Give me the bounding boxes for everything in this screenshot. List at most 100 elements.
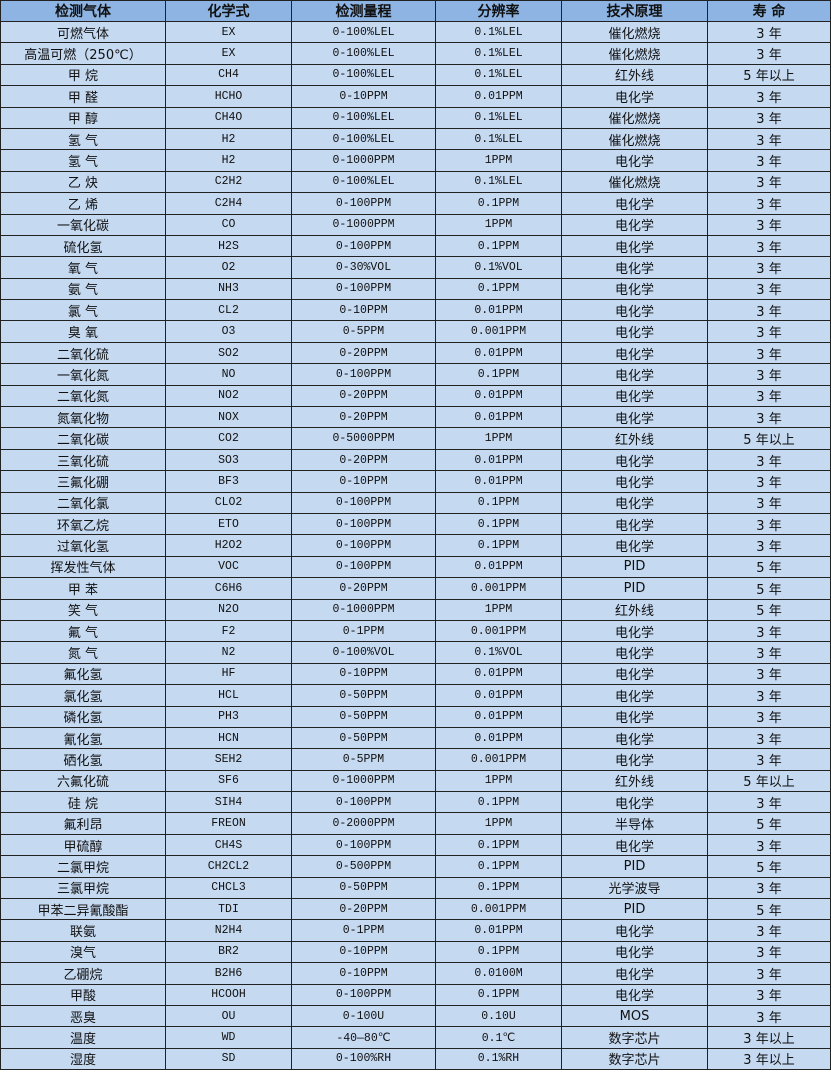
cell-formula: PH3 xyxy=(165,705,292,728)
cell-principle: 电化学 xyxy=(561,726,708,750)
table-row: 乙 炔 C2H2 0-100%LEL 0.1%LEL 催化燃烧 3 年 xyxy=(0,170,831,194)
cell-formula: HF xyxy=(165,662,292,686)
cell-range: 0-500PPM xyxy=(291,855,436,878)
table-row: 氮 气 N2 0-100%VOL 0.1%VOL 电化学 3 年 xyxy=(0,641,831,664)
cell-gas-name: 环氧乙烷 xyxy=(0,512,166,536)
table-row: 甲酸 HCOOH 0-100PPM 0.1PPM 电化学 3 年 xyxy=(0,983,831,1006)
cell-formula: OU xyxy=(165,1004,292,1028)
table-row: 湿度 SD 0-100%RH 0.1%RH 数字芯片 3 年以上 xyxy=(0,1047,831,1071)
cell-formula: EX xyxy=(165,20,292,44)
cell-resolution: 0.1PPM xyxy=(435,534,562,557)
table-row: 环氧乙烷 ETO 0-100PPM 0.1PPM 电化学 3 年 xyxy=(0,512,831,536)
table-row: 可燃气体 EX 0-100%LEL 0.1%LEL 催化燃烧 3 年 xyxy=(0,20,831,44)
cell-principle: 红外线 xyxy=(561,63,708,87)
cell-resolution: 0.1%RH xyxy=(435,1047,562,1071)
cell-principle: 电化学 xyxy=(561,149,708,172)
table-row: 氰化氢 HCN 0-50PPM 0.01PPM 电化学 3 年 xyxy=(0,726,831,750)
cell-gas-name: 一氧化碳 xyxy=(0,213,166,236)
cell-formula: FREON xyxy=(165,812,292,835)
cell-gas-name: 氟化氢 xyxy=(0,662,166,686)
cell-resolution: 0.01PPM xyxy=(435,85,562,108)
cell-principle: 电化学 xyxy=(561,470,708,493)
cell-resolution: 0.0100M xyxy=(435,962,562,985)
cell-gas-name: 乙 炔 xyxy=(0,170,166,194)
cell-gas-name: 笑 气 xyxy=(0,598,166,621)
table-row: 臭 氧 O3 0-5PPM 0.001PPM 电化学 3 年 xyxy=(0,320,831,343)
cell-range: 0-50PPM xyxy=(291,876,436,900)
cell-range: 0-100%LEL xyxy=(291,42,436,65)
cell-lifespan: 3 年 xyxy=(707,170,831,194)
cell-resolution: 0.01PPM xyxy=(435,662,562,686)
cell-gas-name: 三氟化硼 xyxy=(0,470,166,493)
cell-resolution: 0.01PPM xyxy=(435,406,562,429)
cell-formula: WD xyxy=(165,1026,292,1049)
cell-principle: 数字芯片 xyxy=(561,1047,708,1071)
cell-lifespan: 3 年 xyxy=(707,213,831,236)
cell-formula: CL2 xyxy=(165,299,292,322)
table-row: 甲 醛 HCHO 0-10PPM 0.01PPM 电化学 3 年 xyxy=(0,85,831,108)
cell-resolution: 0.1%LEL xyxy=(435,42,562,65)
cell-resolution: 0.01PPM xyxy=(435,684,562,707)
cell-principle: PID xyxy=(561,898,708,921)
cell-principle: 电化学 xyxy=(561,234,708,258)
cell-formula: BF3 xyxy=(165,470,292,493)
cell-formula: N2H4 xyxy=(165,919,292,942)
cell-gas-name: 温度 xyxy=(0,1026,166,1049)
table-row: 三氯甲烷 CHCL3 0-50PPM 0.1PPM 光学波导 3 年 xyxy=(0,876,831,900)
table-row: 二氯甲烷 CH2CL2 0-500PPM 0.1PPM PID 5 年 xyxy=(0,855,831,878)
cell-resolution: 0.1PPM xyxy=(435,833,562,857)
cell-principle: 红外线 xyxy=(561,769,708,793)
cell-gas-name: 硫化氢 xyxy=(0,234,166,258)
cell-range: 0-5PPM xyxy=(291,748,436,771)
cell-lifespan: 5 年 xyxy=(707,577,831,600)
cell-gas-name: 甲 醛 xyxy=(0,85,166,108)
table-row: 二氧化氯 CLO2 0-100PPM 0.1PPM 电化学 3 年 xyxy=(0,491,831,514)
cell-lifespan: 3 年 xyxy=(707,791,831,814)
cell-lifespan: 3 年 xyxy=(707,919,831,942)
cell-lifespan: 3 年 xyxy=(707,256,831,279)
cell-lifespan: 3 年 xyxy=(707,1004,831,1028)
cell-principle: 电化学 xyxy=(561,384,708,408)
cell-gas-name: 六氟化硫 xyxy=(0,769,166,793)
cell-gas-name: 氢 气 xyxy=(0,127,166,151)
cell-range: 0-100PPM xyxy=(291,983,436,1006)
table-row: 硒化氢 SEH2 0-5PPM 0.001PPM 电化学 3 年 xyxy=(0,748,831,771)
cell-range: 0-100PPM xyxy=(291,234,436,258)
cell-lifespan: 3 年 xyxy=(707,876,831,900)
cell-range: 0-1PPM xyxy=(291,619,436,643)
header-gas: 检测气体 xyxy=(0,0,166,22)
cell-gas-name: 挥发性气体 xyxy=(0,555,166,579)
cell-lifespan: 3 年 xyxy=(707,320,831,343)
cell-range: 0-100PPM xyxy=(291,555,436,579)
cell-gas-name: 过氧化氢 xyxy=(0,534,166,557)
cell-lifespan: 3 年 xyxy=(707,512,831,536)
cell-formula: O2 xyxy=(165,256,292,279)
cell-principle: 电化学 xyxy=(561,705,708,728)
cell-gas-name: 二氧化氯 xyxy=(0,491,166,514)
cell-gas-name: 氧 气 xyxy=(0,256,166,279)
cell-principle: 电化学 xyxy=(561,277,708,301)
cell-range: 0-100PPM xyxy=(291,534,436,557)
cell-range: 0-5PPM xyxy=(291,320,436,343)
cell-formula: N2 xyxy=(165,641,292,664)
cell-resolution: 0.1%LEL xyxy=(435,20,562,44)
cell-gas-name: 二氧化碳 xyxy=(0,427,166,450)
cell-formula: CH2CL2 xyxy=(165,855,292,878)
cell-gas-name: 一氧化氮 xyxy=(0,363,166,386)
cell-resolution: 0.01PPM xyxy=(435,705,562,728)
cell-range: 0-2000PPM xyxy=(291,812,436,835)
cell-range: 0-5000PPM xyxy=(291,427,436,450)
cell-resolution: 0.1PPM xyxy=(435,363,562,386)
cell-lifespan: 3 年 xyxy=(707,127,831,151)
cell-principle: 电化学 xyxy=(561,534,708,557)
cell-principle: 红外线 xyxy=(561,427,708,450)
cell-principle: 半导体 xyxy=(561,812,708,835)
cell-formula: SIH4 xyxy=(165,791,292,814)
cell-range: 0-20PPM xyxy=(291,448,436,472)
table-row: 氧 气 O2 0-30%VOL 0.1%VOL 电化学 3 年 xyxy=(0,256,831,279)
cell-range: -40—80℃ xyxy=(291,1026,436,1049)
cell-resolution: 1PPM xyxy=(435,427,562,450)
cell-range: 0-100%RH xyxy=(291,1047,436,1071)
cell-resolution: 1PPM xyxy=(435,213,562,236)
